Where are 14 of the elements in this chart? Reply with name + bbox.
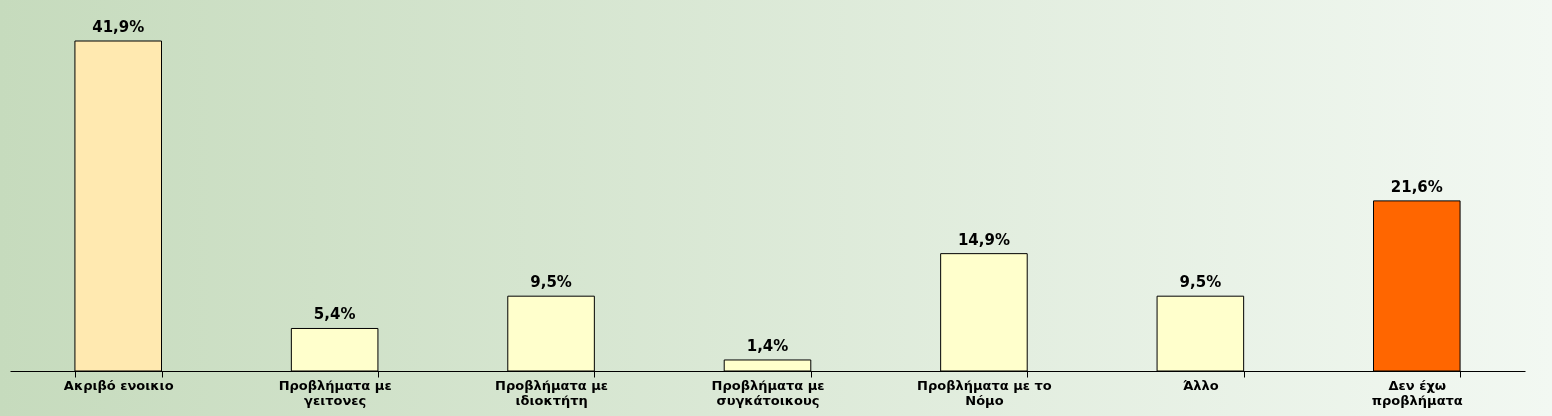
x-tick-label: Άλλο	[1182, 377, 1219, 393]
data-label: 41,9%	[92, 18, 145, 36]
data-label: 5,4%	[313, 305, 356, 324]
data-label: 21,6%	[1390, 177, 1443, 196]
data-label: 1,4%	[746, 336, 789, 355]
data-label: 9,5%	[1179, 273, 1222, 292]
x-tick-label: Ακριβό ενοικιο	[63, 377, 174, 393]
x-tick-label: Προβλήματα με το Νόμο	[917, 377, 1052, 408]
x-tick-label: Δεν έχω προβλήματα	[1371, 377, 1463, 408]
data-label: 14,9%	[957, 230, 1010, 249]
data-label: 9,5%	[530, 273, 572, 292]
x-tick-label: Προβλήματα με γειτονες	[278, 377, 392, 408]
x-tick-label: Προβλήματα με συγκάτοικους	[711, 377, 825, 408]
x-tick-label: Προβλήματα με ιδιοκτήτη	[495, 377, 609, 408]
